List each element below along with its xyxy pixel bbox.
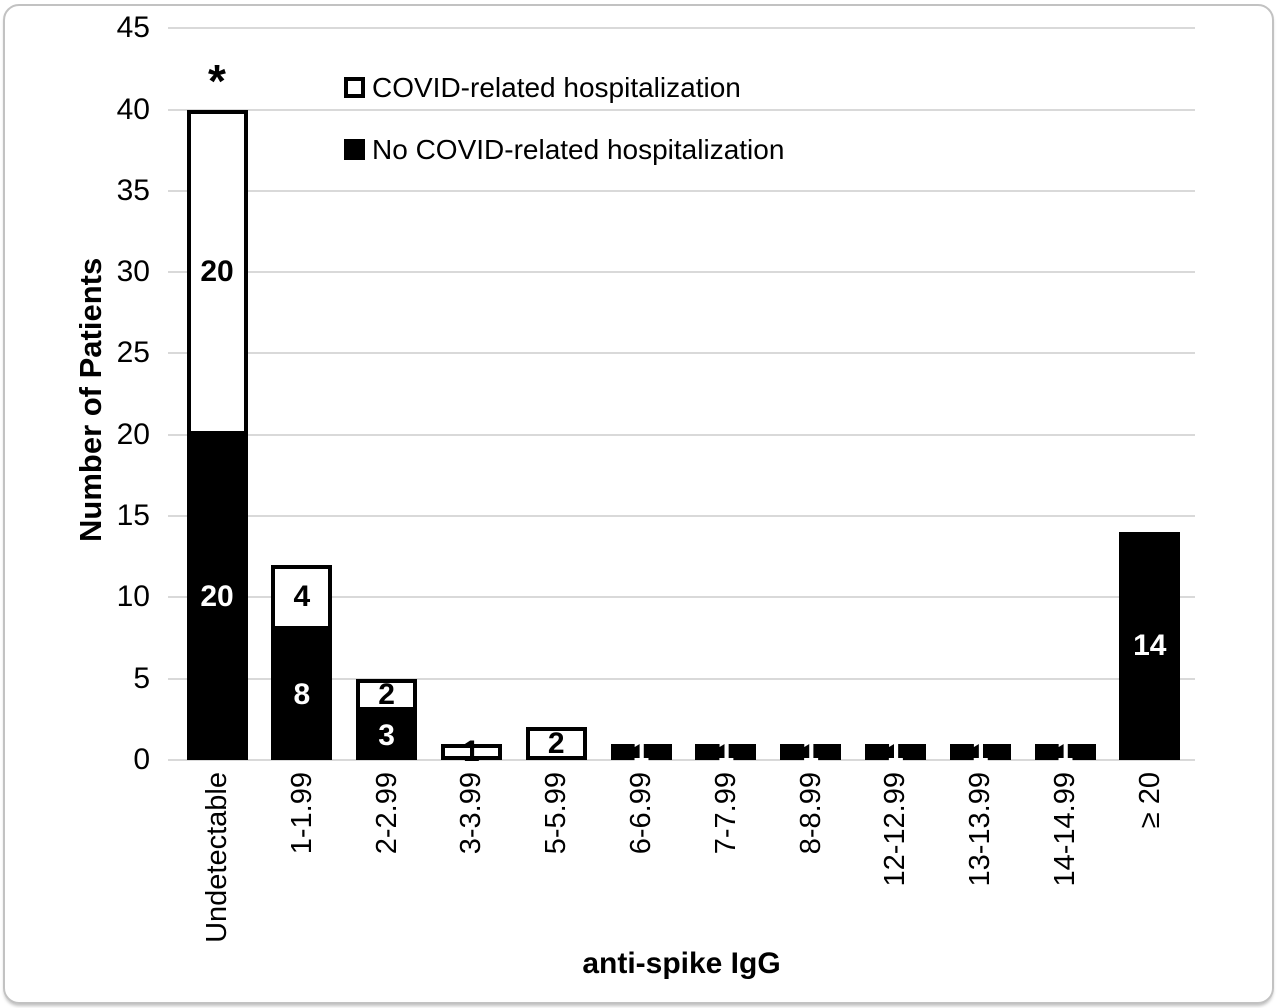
bar-value-hosp-3: 1 — [463, 734, 480, 768]
y-tick-label-0: 0 — [133, 743, 150, 776]
bar-segment-no-hosp-8 — [864, 743, 926, 760]
bar-value-hosp-0: 20 — [200, 255, 234, 289]
x-tick-label-3: 3-3.99 — [455, 772, 488, 855]
x-tick-label-9: 13-13.99 — [964, 772, 997, 887]
bar-value-hosp-1: 4 — [293, 580, 311, 614]
x-tick-label-5: 6-6.99 — [625, 772, 657, 855]
y-tick-label-35: 35 — [116, 173, 150, 207]
x-tick-label-1: 1-1.99 — [285, 772, 318, 855]
x-tick-label-2: 2-2.99 — [370, 772, 403, 855]
gridline-0 — [168, 759, 1195, 761]
gridline-10 — [168, 596, 1195, 599]
y-tick-label-15: 15 — [116, 499, 150, 533]
bar-value-no-hosp-1: 8 — [293, 677, 311, 711]
significance-asterisk: * — [208, 54, 226, 107]
x-tick-label-11: ≥ 20 — [1133, 772, 1166, 829]
x-tick-label-7: 8-8.99 — [794, 772, 827, 855]
bar-value-no-hosp-10: 1 — [1056, 734, 1074, 768]
y-tick-label-40: 40 — [116, 92, 150, 126]
x-tick-label-8: 12-12.99 — [879, 772, 912, 887]
gridline-15 — [168, 515, 1195, 518]
bar-segment-hosp-3 — [440, 743, 502, 760]
y-tick-label-30: 30 — [116, 255, 150, 289]
bar-segment-no-hosp-9 — [949, 743, 1011, 760]
bar-value-no-hosp-9: 1 — [971, 734, 989, 768]
gridline-30 — [168, 271, 1195, 274]
bar-value-no-hosp-11: 14 — [1133, 629, 1167, 663]
bar-segment-no-hosp-10 — [1034, 743, 1096, 760]
y-axis-title: Number of Patients — [73, 257, 108, 543]
y-tick-label-5: 5 — [133, 661, 150, 695]
bar-segment-no-hosp-1 — [271, 629, 333, 760]
bar-segment-hosp-1 — [271, 564, 333, 630]
gridline-5 — [168, 677, 1195, 680]
bar-segment-hosp-4 — [525, 727, 587, 760]
legend-swatch-white-icon — [344, 77, 365, 98]
bar-value-no-hosp-0: 20 — [200, 580, 234, 614]
bar-segment-no-hosp-2 — [356, 711, 418, 760]
y-tick-label-20: 20 — [116, 417, 150, 451]
y-tick-label-25: 25 — [116, 336, 150, 370]
y-tick-label-10: 10 — [116, 580, 150, 614]
bar-value-hosp-4: 2 — [547, 726, 565, 760]
bar-segment-no-hosp-11 — [1119, 532, 1181, 760]
bar-value-no-hosp-7: 1 — [802, 734, 819, 768]
gridline-35 — [168, 189, 1195, 192]
bar-segment-no-hosp-7 — [780, 743, 842, 760]
bar-segment-no-hosp-5 — [610, 743, 672, 760]
bar-segment-no-hosp-0 — [186, 434, 248, 760]
y-tick-label-45: 45 — [116, 11, 150, 45]
bar-segment-hosp-0 — [186, 109, 248, 435]
x-axis-title: anti-spike IgG — [582, 947, 781, 980]
gridline-20 — [168, 433, 1195, 436]
bar-value-hosp-2: 2 — [378, 677, 395, 711]
bar-value-no-hosp-2: 3 — [378, 718, 395, 752]
x-tick-label-4: 5-5.99 — [540, 772, 573, 855]
bar-segment-hosp-2 — [356, 678, 418, 712]
x-tick-label-10: 14-14.99 — [1049, 772, 1081, 887]
x-tick-label-0: Undetectable — [201, 772, 233, 943]
bar-value-no-hosp-8: 1 — [887, 734, 904, 768]
gridline-25 — [168, 352, 1195, 355]
gridline-40 — [168, 108, 1195, 111]
bar-segment-no-hosp-6 — [695, 743, 757, 760]
bar-value-no-hosp-5: 1 — [632, 734, 650, 768]
bar-value-no-hosp-6: 1 — [717, 734, 735, 768]
legend-swatch-black-icon — [344, 139, 365, 160]
legend-label: No COVID-related hospitalization — [372, 134, 785, 165]
gridline-45 — [168, 27, 1195, 30]
x-tick-label-6: 7-7.99 — [709, 772, 742, 855]
legend-label: COVID-related hospitalization — [372, 72, 741, 103]
